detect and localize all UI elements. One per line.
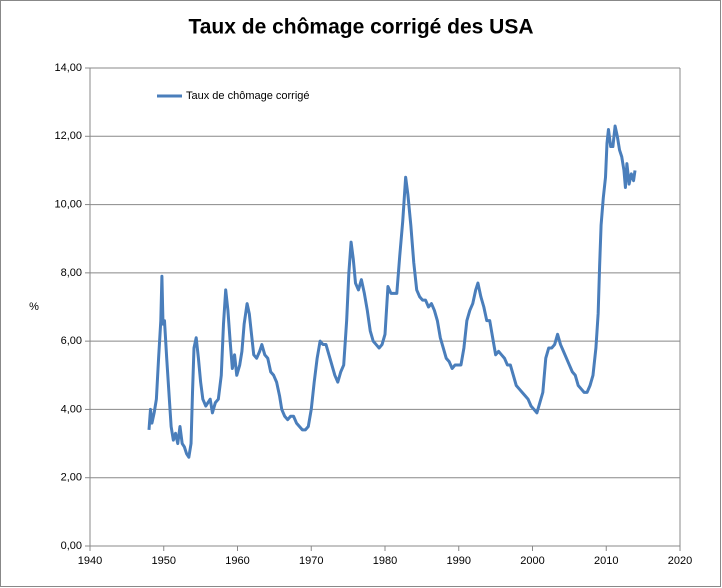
- x-tick-label: 1950: [152, 555, 176, 567]
- x-tick-label: 1960: [225, 555, 249, 567]
- y-tick-label: 2,00: [61, 472, 82, 484]
- y-tick-label: 4,00: [61, 403, 82, 415]
- x-tick-label: 1970: [299, 555, 323, 567]
- y-tick-label: 12,00: [54, 130, 82, 142]
- y-tick-label: 10,00: [54, 198, 82, 210]
- y-axis-label: %: [29, 301, 39, 313]
- y-tick-label: 6,00: [61, 335, 82, 347]
- y-tick-label: 14,00: [54, 62, 82, 74]
- chart-title: Taux de chômage corrigé des USA: [188, 16, 533, 39]
- x-tick-label: 1990: [447, 555, 471, 567]
- y-tick-label: 0,00: [61, 540, 82, 552]
- x-tick-label: 2000: [520, 555, 544, 567]
- x-tick-label: 1940: [78, 555, 102, 567]
- y-tick-label: 8,00: [61, 267, 82, 279]
- x-tick-label: 1980: [373, 555, 397, 567]
- legend-label: Taux de chômage corrigé: [186, 90, 310, 102]
- data-line: [147, 124, 637, 459]
- x-tick-label: 2010: [594, 555, 618, 567]
- x-tick-label: 2020: [668, 555, 692, 567]
